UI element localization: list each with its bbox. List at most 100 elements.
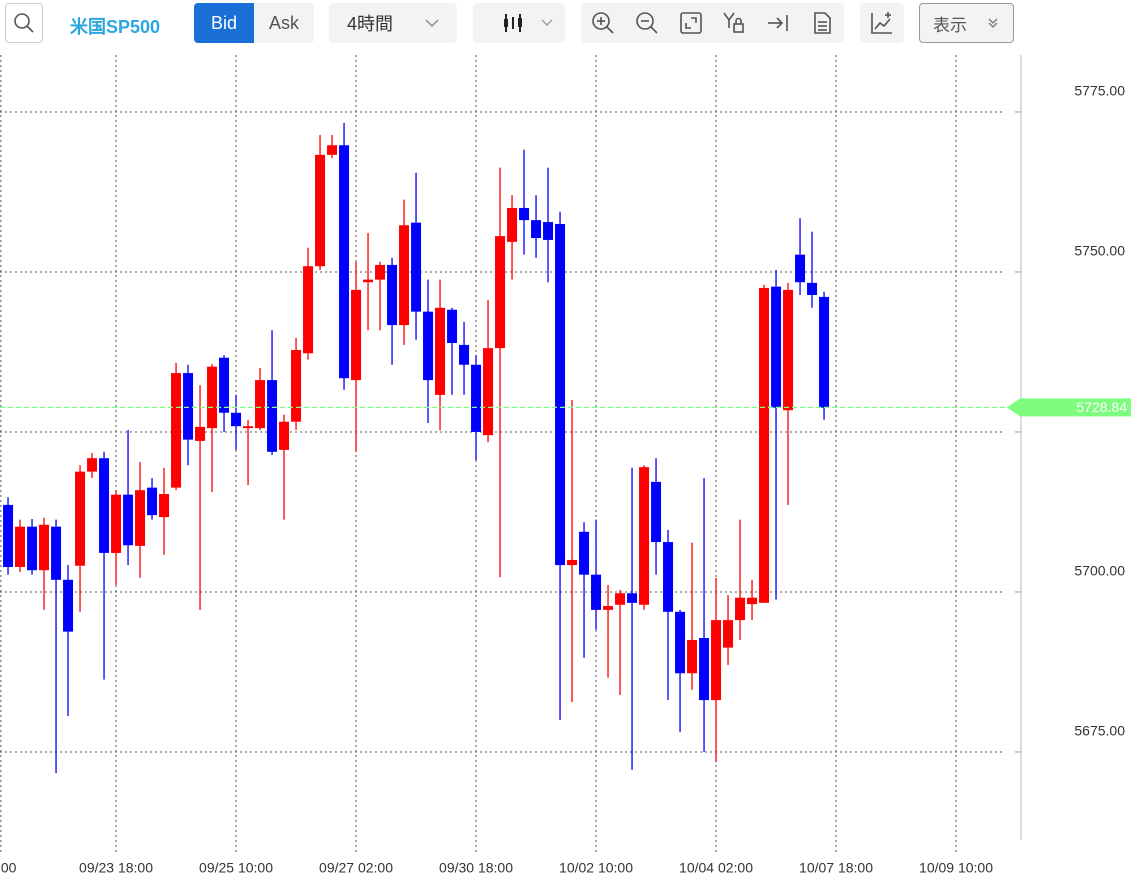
candle-body [603,606,614,610]
candle-body [99,458,110,553]
x-tick-label: 09/27 02:00 [319,860,393,876]
bid-button[interactable]: Bid [194,3,254,43]
candle-body [315,154,326,267]
ask-button[interactable]: Ask [254,3,314,43]
x-tick-label: 09/23 18:00 [79,860,153,876]
candle-body [51,526,62,580]
candle-body [123,494,134,546]
candle-body [135,490,146,546]
candle-body [783,289,794,411]
timeframe: 4時間 [347,14,394,34]
candle-body [303,266,314,354]
candle-body [627,593,638,603]
candle-body [423,311,434,381]
candle-body [363,279,374,283]
fit[interactable] [678,10,704,36]
candle-body [375,264,386,280]
candle-body [699,638,710,701]
candle-body [207,366,218,429]
candle-body [507,207,518,242]
toolbar: 米国SP500 Bid Ask 4時間 表示 [0,0,1131,50]
candle-body [279,421,290,450]
candle-body [471,364,482,432]
jump-end[interactable] [765,10,791,36]
candle-body [399,225,410,326]
plot-area [0,55,1005,855]
indicator-button[interactable] [860,3,904,43]
candle-body [735,597,746,621]
y-tick-label: 5700.00 [1074,563,1125,579]
candle-body [675,611,686,674]
candle-body [243,426,254,429]
y-tick-label: 5675.00 [1074,723,1125,739]
candle-body [447,309,458,343]
last-price-tag [1007,398,1131,417]
candle-body [255,380,266,429]
display-button[interactable]: 表示 [919,3,1014,43]
candle-body [807,282,818,295]
dropdown-icon [425,19,439,28]
candle-body [63,579,74,632]
candle-body [495,236,506,349]
chevron-icon [988,18,998,28]
candle-body [615,593,626,605]
tool-group [581,3,844,43]
candle-body [651,481,662,543]
candle-body [15,526,26,567]
candle-body [771,286,782,408]
candle-body [435,307,446,395]
candle-body [543,222,554,240]
candle-body [231,412,242,427]
candle-body [171,373,182,488]
candle-body [579,531,590,575]
candle-body [195,426,206,441]
candle-body [219,357,230,413]
timeframe-select[interactable]: 4時間 [329,3,457,43]
candle-body [3,504,14,567]
candle-body [159,494,170,518]
last-price-label: 5728.84 [1076,399,1127,415]
candle-body [111,494,122,553]
candle-body [747,597,758,605]
y-tick-label: 5750.00 [1074,243,1125,259]
candle-body [711,620,722,701]
candle-body [483,348,494,436]
candle-body [327,145,338,155]
candle-body [591,574,602,610]
candle-body [39,524,50,571]
candle-body [459,344,470,365]
candle-icon [504,14,553,32]
candle-body [567,559,578,566]
candle-body [687,639,698,674]
candle-body [27,526,38,571]
candle-body [183,373,194,440]
candle-body [291,350,302,422]
display-label: 表示 [933,15,967,35]
candle-body [795,254,806,283]
candle-body [663,542,674,612]
zoom-out[interactable] [634,10,660,36]
candle-body [531,220,542,239]
zoom-in[interactable] [590,10,616,36]
candle-body [147,487,158,516]
x-tick-label: 09/30 18:00 [439,860,513,876]
symbol[interactable]: 米国SP500 [70,17,161,37]
candle-body [75,471,86,566]
document[interactable] [809,10,835,36]
lock-axis[interactable] [721,10,747,36]
chart-type-select[interactable] [473,3,565,43]
candle-body [639,467,650,605]
candle-body [819,296,830,408]
candle-body [519,207,530,221]
x-tick-label: 10/09 10:00 [919,860,993,876]
candle-body [87,458,98,472]
x-tick-label: 10/02 10:00 [559,860,633,876]
x-tick-label: 10/04 02:00 [679,860,753,876]
candle-body [759,287,770,603]
candle-body [267,380,278,452]
x-tick-label: 10/07 18:00 [799,860,873,876]
search-button[interactable] [5,3,43,43]
candle-body [723,620,734,648]
